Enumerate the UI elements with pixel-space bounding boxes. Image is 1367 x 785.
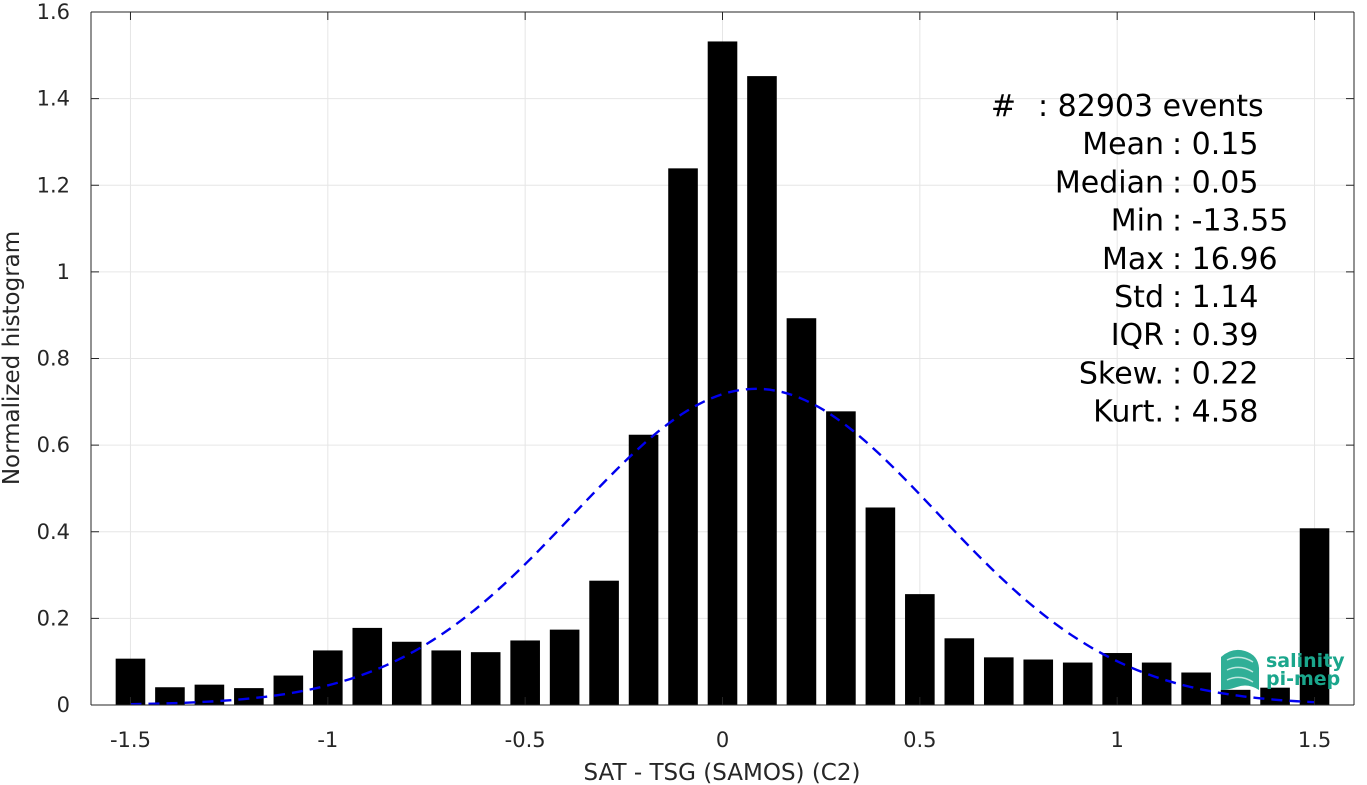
y-tick-label: 0.8 bbox=[37, 347, 70, 371]
histogram-bar bbox=[826, 411, 856, 705]
y-tick-label: 1.2 bbox=[37, 173, 70, 197]
histogram-bar bbox=[905, 594, 935, 705]
histogram-bar bbox=[983, 657, 1014, 705]
x-tick-label: -1 bbox=[317, 728, 338, 752]
y-tick-label: 1 bbox=[57, 260, 70, 284]
histogram-bar bbox=[510, 640, 540, 705]
histogram-bar bbox=[707, 41, 738, 705]
histogram-bar bbox=[470, 652, 501, 705]
stat-label: Skew. bbox=[1079, 356, 1164, 391]
salinity-pi-mep-logo: salinity pi-mep bbox=[1221, 649, 1345, 690]
x-tick-label: 1 bbox=[1111, 728, 1124, 752]
axis-ticks bbox=[91, 11, 1354, 706]
stat-label: Kurt. bbox=[1093, 395, 1164, 430]
logo-text-line1: salinity bbox=[1266, 650, 1345, 672]
stat-label: Mean bbox=[1082, 127, 1164, 162]
stat-label: Median bbox=[1055, 165, 1164, 200]
histogram-bar bbox=[549, 629, 580, 705]
stat-value: : 0.05 bbox=[1172, 165, 1258, 200]
x-tick-label: 0 bbox=[716, 728, 729, 752]
y-tick-label: 1.4 bbox=[37, 87, 70, 111]
y-tick-label: 1.6 bbox=[37, 0, 70, 24]
stat-label: # bbox=[991, 89, 1016, 124]
stat-value: : -13.55 bbox=[1172, 204, 1288, 239]
stat-value: : 0.39 bbox=[1172, 318, 1258, 353]
histogram-bar bbox=[628, 434, 659, 705]
stat-value: : 1.14 bbox=[1172, 280, 1258, 315]
histogram-bar bbox=[944, 638, 975, 705]
histogram-bars bbox=[115, 41, 1330, 706]
histogram-bar bbox=[1260, 687, 1290, 705]
histogram-bar bbox=[273, 675, 304, 705]
y-tick-label: 0.2 bbox=[37, 606, 70, 630]
histogram-bar bbox=[234, 688, 264, 705]
tick-labels: -1.5 -1 -0.5 0 0.5 1 1.5 0 0.2 0.4 0.6 0.8 1 1.2 1.4 1.… bbox=[37, 0, 1332, 752]
logo-mark-icon bbox=[1221, 649, 1259, 690]
histogram-bar bbox=[194, 684, 225, 705]
histogram-bar bbox=[1023, 659, 1054, 705]
normal-fit-curve bbox=[130, 387, 1315, 706]
histogram-bar bbox=[352, 627, 383, 705]
histogram-bar bbox=[1181, 672, 1211, 705]
x-tick-label: 0.5 bbox=[903, 728, 936, 752]
histogram-bar bbox=[589, 580, 619, 705]
stat-value: : 4.58 bbox=[1172, 395, 1258, 430]
y-tick-label: 0.6 bbox=[37, 433, 70, 457]
y-tick-label: 0 bbox=[57, 693, 70, 717]
histogram-bar bbox=[391, 641, 422, 705]
stat-label: Max bbox=[1102, 242, 1164, 277]
stat-label: Std bbox=[1114, 280, 1164, 315]
stat-label: Min bbox=[1111, 204, 1164, 239]
stat-value: : 0.15 bbox=[1172, 127, 1258, 162]
x-tick-label: 1.5 bbox=[1298, 728, 1331, 752]
histogram-bar bbox=[1062, 662, 1093, 705]
stat-value: : 16.96 bbox=[1172, 242, 1278, 277]
histogram-bar bbox=[313, 650, 343, 705]
histogram-bar bbox=[865, 507, 896, 705]
histogram-bar bbox=[155, 687, 185, 705]
stat-label: IQR bbox=[1111, 318, 1164, 353]
y-tick-label: 0.4 bbox=[37, 520, 70, 544]
x-tick-label: -0.5 bbox=[505, 728, 546, 752]
x-tick-label: -1.5 bbox=[110, 728, 151, 752]
histogram-bar bbox=[668, 168, 698, 705]
histogram-bar bbox=[1141, 662, 1172, 705]
histogram-bar bbox=[1299, 528, 1330, 705]
stat-value: : 0.22 bbox=[1172, 356, 1258, 391]
histogram-bar bbox=[431, 650, 462, 705]
stat-value: : 82903 events bbox=[1038, 89, 1264, 124]
y-axis-label: Normalized histogram bbox=[0, 231, 25, 485]
x-axis-label: SAT - TSG (SAMOS) (C2) bbox=[584, 760, 861, 785]
logo-text-line2: pi-mep bbox=[1266, 668, 1340, 690]
histogram-bar bbox=[786, 318, 817, 705]
